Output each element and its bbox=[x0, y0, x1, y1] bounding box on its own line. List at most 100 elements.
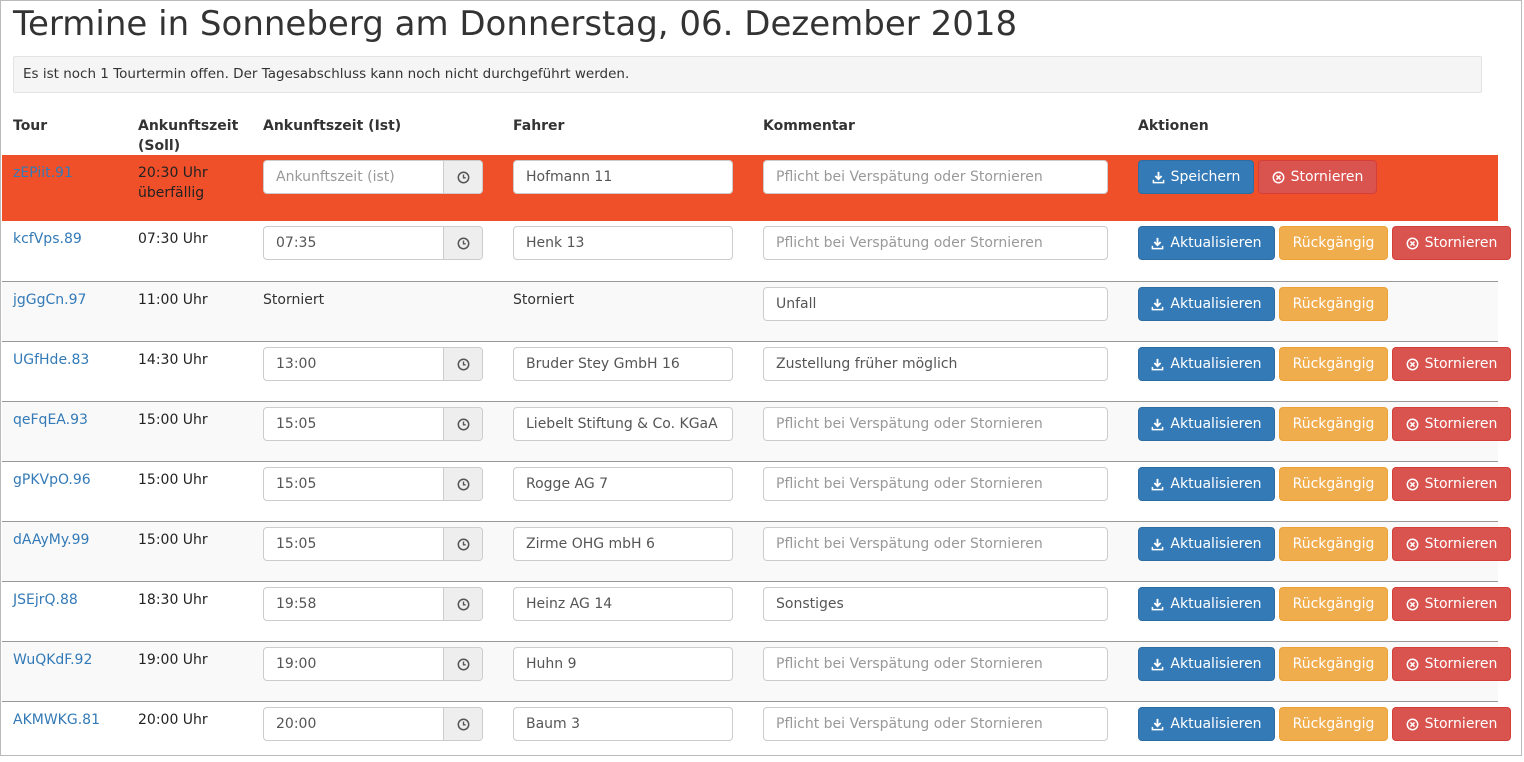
aktualisieren-button[interactable]: Aktualisieren bbox=[1138, 527, 1275, 561]
fahrer-storniert-text: Storniert bbox=[513, 292, 575, 308]
aktualisieren-label: Aktualisieren bbox=[1170, 536, 1262, 552]
times-circle-icon bbox=[1406, 358, 1419, 370]
rueckgaengig-button[interactable]: Rückgängig bbox=[1279, 467, 1388, 501]
ist-time-input-group: 15:05 bbox=[263, 467, 483, 501]
stornieren-label: Stornieren bbox=[1424, 356, 1498, 372]
ist-time-input[interactable]: 20:00 bbox=[264, 708, 444, 740]
rueckgaengig-button[interactable]: Rückgängig bbox=[1279, 226, 1388, 260]
stornieren-label: Stornieren bbox=[1424, 596, 1498, 612]
table-row-overdue: zEPiit.91 20:30 Uhr überfällig Ankunftsz… bbox=[2, 155, 1498, 221]
fahrer-field[interactable]: Hofmann 11 bbox=[513, 160, 733, 194]
tour-link[interactable]: zEPiit.91 bbox=[13, 165, 73, 181]
clock-button[interactable] bbox=[444, 648, 482, 680]
ist-time-input[interactable]: 19:00 bbox=[264, 648, 444, 680]
ist-time-input[interactable]: 15:05 bbox=[264, 468, 444, 500]
speichern-button[interactable]: Speichern bbox=[1138, 160, 1254, 194]
clock-icon bbox=[457, 358, 469, 370]
kommentar-field[interactable]: Zustellung früher möglich bbox=[763, 347, 1108, 381]
clock-button[interactable] bbox=[444, 468, 482, 500]
aktualisieren-button[interactable]: Aktualisieren bbox=[1138, 287, 1275, 321]
fahrer-field[interactable]: Liebelt Stiftung & Co. KGaA bbox=[513, 407, 733, 441]
tour-link[interactable]: AKMWKG.81 bbox=[13, 712, 100, 728]
info-alert: Es ist noch 1 Tourtermin offen. Der Tage… bbox=[13, 56, 1482, 93]
ist-time-input[interactable]: Ankunftszeit (ist) bbox=[264, 161, 444, 193]
stornieren-button[interactable]: Stornieren bbox=[1392, 347, 1511, 381]
stornieren-button[interactable]: Stornieren bbox=[1392, 707, 1511, 741]
times-circle-icon bbox=[1406, 538, 1419, 550]
fahrer-field[interactable]: Baum 3 bbox=[513, 707, 733, 741]
clock-button[interactable] bbox=[444, 708, 482, 740]
aktualisieren-button[interactable]: Aktualisieren bbox=[1138, 587, 1275, 621]
rueckgaengig-button[interactable]: Rückgängig bbox=[1279, 707, 1388, 741]
fahrer-field[interactable]: Huhn 9 bbox=[513, 647, 733, 681]
aktualisieren-label: Aktualisieren bbox=[1170, 596, 1262, 612]
kommentar-field[interactable]: Pflicht bei Verspätung oder Stornieren bbox=[763, 226, 1108, 260]
kommentar-field[interactable]: Pflicht bei Verspätung oder Stornieren bbox=[763, 407, 1108, 441]
kommentar-field[interactable]: Pflicht bei Verspätung oder Stornieren bbox=[763, 467, 1108, 501]
stornieren-button[interactable]: Stornieren bbox=[1258, 160, 1377, 194]
stornieren-button[interactable]: Stornieren bbox=[1392, 226, 1511, 260]
ist-time-input[interactable]: 07:35 bbox=[264, 227, 444, 259]
aktualisieren-button[interactable]: Aktualisieren bbox=[1138, 467, 1275, 501]
tour-link[interactable]: WuQKdF.92 bbox=[13, 652, 93, 668]
ist-time-input-group: Ankunftszeit (ist) bbox=[263, 160, 483, 194]
download-icon bbox=[1152, 478, 1164, 490]
kommentar-field[interactable]: Pflicht bei Verspätung oder Stornieren bbox=[763, 527, 1108, 561]
rueckgaengig-button[interactable]: Rückgängig bbox=[1279, 527, 1388, 561]
times-circle-icon bbox=[1406, 598, 1419, 610]
soll-time: 18:30 Uhr bbox=[138, 592, 208, 608]
aktualisieren-label: Aktualisieren bbox=[1170, 356, 1262, 372]
ist-time-input[interactable]: 15:05 bbox=[264, 528, 444, 560]
stornieren-button[interactable]: Stornieren bbox=[1392, 407, 1511, 441]
aktualisieren-button[interactable]: Aktualisieren bbox=[1138, 226, 1275, 260]
tour-link[interactable]: qeFqEA.93 bbox=[13, 412, 88, 428]
clock-button[interactable] bbox=[444, 227, 482, 259]
clock-button[interactable] bbox=[444, 161, 482, 193]
fahrer-field[interactable]: Heinz AG 14 bbox=[513, 587, 733, 621]
ist-time-input[interactable]: 15:05 bbox=[264, 408, 444, 440]
stornieren-button[interactable]: Stornieren bbox=[1392, 467, 1511, 501]
kommentar-field[interactable]: Sonstiges bbox=[763, 587, 1108, 621]
speichern-label: Speichern bbox=[1170, 169, 1241, 185]
tour-link[interactable]: UGfHde.83 bbox=[13, 352, 90, 368]
rueckgaengig-button[interactable]: Rückgängig bbox=[1279, 287, 1388, 321]
rueckgaengig-button[interactable]: Rückgängig bbox=[1279, 587, 1388, 621]
download-icon bbox=[1152, 718, 1164, 730]
stornieren-button[interactable]: Stornieren bbox=[1392, 647, 1511, 681]
table-row: kcfVps.89 07:30 Uhr 07:35 Henk 13 Pflich… bbox=[2, 221, 1511, 281]
tour-link[interactable]: kcfVps.89 bbox=[13, 231, 82, 247]
ist-time-input[interactable]: 19:58 bbox=[264, 588, 444, 620]
fahrer-field[interactable]: Henk 13 bbox=[513, 226, 733, 260]
kommentar-field[interactable]: Pflicht bei Verspätung oder Stornieren bbox=[763, 160, 1108, 194]
clock-button[interactable] bbox=[444, 588, 482, 620]
tour-link[interactable]: gPKVpO.96 bbox=[13, 472, 91, 488]
clock-button[interactable] bbox=[444, 528, 482, 560]
table-row: AKMWKG.81 20:00 Uhr 20:00 Baum 3 Pflicht… bbox=[2, 701, 1511, 762]
fahrer-field[interactable]: Rogge AG 7 bbox=[513, 467, 733, 501]
col-header-ist: Ankunftszeit (Ist) bbox=[263, 118, 402, 134]
fahrer-field[interactable]: Bruder Stey GmbH 16 bbox=[513, 347, 733, 381]
tour-link[interactable]: dAAyMy.99 bbox=[13, 532, 90, 548]
fahrer-field[interactable]: Zirme OHG mbH 6 bbox=[513, 527, 733, 561]
table-row: qeFqEA.93 15:00 Uhr 15:05 Liebelt Stiftu… bbox=[2, 401, 1511, 462]
kommentar-field[interactable]: Pflicht bei Verspätung oder Stornieren bbox=[763, 707, 1108, 741]
kommentar-field[interactable]: Pflicht bei Verspätung oder Stornieren bbox=[763, 647, 1108, 681]
soll-time: 15:00 Uhr bbox=[138, 532, 208, 548]
clock-button[interactable] bbox=[444, 408, 482, 440]
rueckgaengig-button[interactable]: Rückgängig bbox=[1279, 347, 1388, 381]
clock-button[interactable] bbox=[444, 348, 482, 380]
stornieren-button[interactable]: Stornieren bbox=[1392, 527, 1511, 561]
tour-link[interactable]: jgGgCn.97 bbox=[13, 292, 87, 308]
rueckgaengig-button[interactable]: Rückgängig bbox=[1279, 407, 1388, 441]
aktualisieren-button[interactable]: Aktualisieren bbox=[1138, 647, 1275, 681]
table-row: UGfHde.83 14:30 Uhr 13:00 Bruder Stey Gm… bbox=[2, 341, 1511, 402]
kommentar-field[interactable]: Unfall bbox=[763, 287, 1108, 321]
ist-time-input[interactable]: 13:00 bbox=[264, 348, 444, 380]
aktualisieren-button[interactable]: Aktualisieren bbox=[1138, 347, 1275, 381]
aktualisieren-button[interactable]: Aktualisieren bbox=[1138, 707, 1275, 741]
aktualisieren-button[interactable]: Aktualisieren bbox=[1138, 407, 1275, 441]
rueckgaengig-button[interactable]: Rückgängig bbox=[1279, 647, 1388, 681]
stornieren-button[interactable]: Stornieren bbox=[1392, 587, 1511, 621]
tour-link[interactable]: JSEjrQ.88 bbox=[13, 592, 78, 608]
ist-storniert-text: Storniert bbox=[263, 292, 325, 308]
